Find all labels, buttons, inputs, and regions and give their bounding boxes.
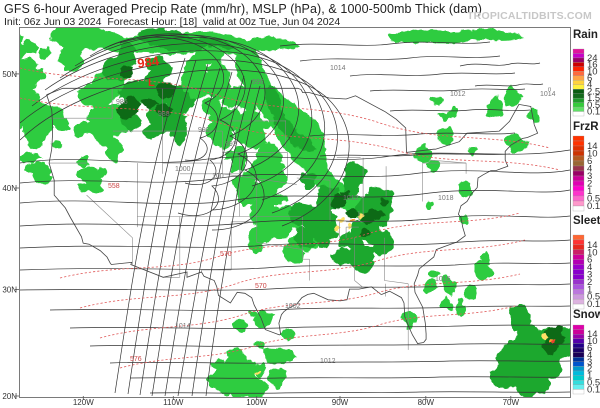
svg-text:3: 3 [587, 171, 592, 182]
svg-text:6: 6 [587, 343, 592, 354]
svg-text:14: 14 [587, 329, 598, 340]
svg-text:40N: 40N [2, 184, 17, 193]
svg-text:4: 4 [587, 80, 592, 91]
svg-text:570: 570 [255, 283, 267, 290]
svg-text:996: 996 [252, 79, 264, 86]
svg-text:10: 10 [587, 247, 598, 258]
svg-text:14: 14 [587, 141, 598, 152]
svg-text:Sleet: Sleet [573, 215, 600, 227]
svg-text:90W: 90W [332, 398, 349, 407]
svg-text:14: 14 [587, 240, 598, 251]
svg-text:4: 4 [587, 350, 592, 361]
svg-text:2: 2 [587, 364, 592, 375]
svg-text:1: 1 [587, 186, 592, 197]
svg-text:1012: 1012 [320, 358, 336, 365]
svg-text:10: 10 [587, 336, 598, 347]
svg-text:120W: 120W [73, 398, 94, 407]
svg-text:20N: 20N [2, 392, 17, 401]
svg-text:50N: 50N [2, 70, 17, 79]
svg-text:1014: 1014 [175, 323, 191, 330]
svg-text:570: 570 [220, 251, 232, 258]
svg-text:Snow: Snow [573, 309, 600, 321]
svg-text:2: 2 [587, 179, 592, 190]
svg-text:3: 3 [587, 269, 592, 280]
svg-text:100: 100 [212, 173, 224, 180]
svg-text:1000: 1000 [175, 166, 191, 173]
svg-text:1012: 1012 [450, 91, 466, 98]
svg-text:FrzR: FrzR [573, 121, 599, 133]
svg-text:0.1: 0.1 [587, 299, 600, 310]
svg-text:6: 6 [587, 255, 592, 266]
svg-text:4: 4 [587, 164, 592, 175]
svg-text:L: L [148, 77, 155, 89]
svg-text:0.5: 0.5 [587, 292, 600, 303]
svg-text:3: 3 [587, 357, 592, 368]
svg-text:70W: 70W [503, 398, 520, 407]
svg-text:1: 1 [587, 284, 592, 295]
svg-text:16: 16 [587, 60, 598, 71]
svg-text:576: 576 [130, 356, 142, 363]
svg-text:1014: 1014 [330, 65, 346, 72]
svg-text:990: 990 [198, 127, 210, 134]
svg-text:Rain: Rain [573, 29, 598, 41]
svg-text:110W: 110W [163, 398, 184, 407]
svg-text:n: n [548, 87, 551, 93]
svg-text:1: 1 [587, 371, 592, 382]
svg-text:0.1: 0.1 [587, 107, 600, 118]
svg-text:1018: 1018 [438, 195, 454, 202]
svg-text:30N: 30N [2, 285, 17, 294]
svg-text:2: 2 [587, 277, 592, 288]
svg-text:1002: 1002 [285, 303, 301, 310]
svg-text:100W: 100W [246, 398, 267, 407]
svg-text:10: 10 [587, 66, 598, 77]
svg-text:0.5: 0.5 [587, 194, 600, 205]
svg-text:558: 558 [108, 183, 120, 190]
svg-text:1.5: 1.5 [587, 93, 600, 104]
svg-text:10: 10 [587, 149, 598, 160]
svg-text:0.1: 0.1 [587, 201, 600, 212]
svg-text:986: 986 [116, 99, 128, 106]
svg-text:992: 992 [225, 141, 237, 148]
svg-text:80W: 80W [418, 398, 435, 407]
svg-text:1016: 1016 [435, 276, 451, 283]
svg-text:1012: 1012 [343, 195, 359, 202]
svg-text:0.5: 0.5 [587, 100, 600, 111]
svg-text:4: 4 [587, 262, 592, 273]
svg-text:6: 6 [587, 73, 592, 84]
svg-text:0.5: 0.5 [587, 378, 600, 389]
svg-text:6: 6 [587, 156, 592, 167]
svg-text:0.1: 0.1 [587, 384, 600, 395]
svg-text:2.5: 2.5 [587, 86, 600, 97]
svg-text:24: 24 [587, 53, 598, 64]
svg-text:984: 984 [136, 53, 160, 71]
svg-text:988: 988 [158, 111, 170, 118]
